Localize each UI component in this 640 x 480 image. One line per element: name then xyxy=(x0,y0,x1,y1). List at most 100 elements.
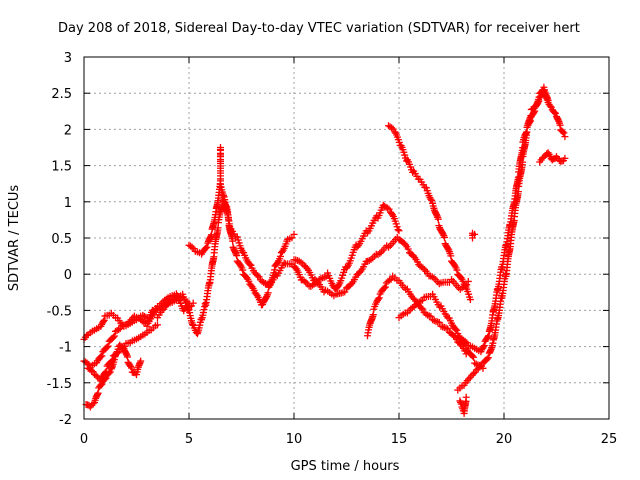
data-point xyxy=(544,96,552,104)
data-point xyxy=(417,304,425,312)
x-tick-label: 5 xyxy=(185,432,193,447)
data-point xyxy=(127,364,135,372)
data-point xyxy=(83,359,91,367)
data-point xyxy=(317,275,325,283)
data-point xyxy=(343,263,351,271)
data-point xyxy=(427,195,435,203)
data-point xyxy=(409,252,417,260)
x-tick-label: 10 xyxy=(286,432,303,447)
data-point xyxy=(434,215,442,223)
data-point xyxy=(436,224,444,232)
data-point xyxy=(277,252,284,260)
data-point xyxy=(469,352,476,360)
series-sat-k xyxy=(395,290,487,372)
x-tick-label: 0 xyxy=(80,432,88,447)
series-sat-h xyxy=(290,234,472,300)
data-point xyxy=(461,281,469,289)
data-point xyxy=(246,260,254,268)
data-point xyxy=(530,109,538,117)
data-point xyxy=(551,109,559,117)
data-point xyxy=(120,343,128,351)
data-point xyxy=(103,343,111,351)
data-points xyxy=(80,83,569,417)
y-tick-label: 1 xyxy=(64,196,72,211)
data-point xyxy=(444,325,452,333)
grid-lines xyxy=(84,57,609,419)
data-point xyxy=(113,350,121,358)
data-point xyxy=(561,154,569,162)
data-point xyxy=(98,352,106,360)
data-point xyxy=(202,244,210,252)
data-point xyxy=(263,292,271,300)
x-tick-label: 15 xyxy=(391,432,408,447)
data-point xyxy=(158,306,166,314)
y-tick-label: 2.5 xyxy=(51,87,72,102)
data-point xyxy=(435,318,443,326)
data-point xyxy=(439,230,447,238)
data-point xyxy=(526,117,534,125)
data-point xyxy=(260,279,268,287)
series-sat-n xyxy=(458,83,552,356)
data-point xyxy=(101,369,109,377)
data-point xyxy=(465,375,473,383)
data-point xyxy=(380,284,388,292)
data-point xyxy=(339,289,347,297)
chart-title: Day 208 of 2018, Sidereal Day-to-day VTE… xyxy=(58,21,580,36)
data-point xyxy=(264,289,272,297)
data-point xyxy=(254,272,262,280)
data-point xyxy=(456,397,464,405)
data-point xyxy=(239,266,247,274)
data-point xyxy=(424,311,432,319)
data-point xyxy=(119,344,127,352)
series-sat-f xyxy=(185,180,298,309)
x-tick-label: 25 xyxy=(601,432,618,447)
data-point xyxy=(188,243,196,251)
data-point xyxy=(461,337,469,345)
data-point xyxy=(243,274,251,282)
data-point xyxy=(154,321,161,329)
data-point xyxy=(203,243,211,251)
data-point xyxy=(471,359,479,367)
data-point xyxy=(419,305,427,313)
data-point xyxy=(477,362,485,370)
series-sat-g xyxy=(217,144,224,191)
data-point xyxy=(140,318,148,326)
data-point xyxy=(255,273,263,281)
data-point xyxy=(415,298,423,306)
series-sat-d xyxy=(84,321,161,385)
data-point xyxy=(383,204,391,212)
data-point xyxy=(479,343,487,351)
data-point xyxy=(274,258,282,266)
data-point xyxy=(524,121,532,129)
series-sat-p xyxy=(536,149,569,166)
series-sat-o xyxy=(469,229,479,242)
data-point xyxy=(404,245,412,253)
data-point xyxy=(417,297,425,305)
data-point xyxy=(107,358,115,366)
data-point xyxy=(381,283,389,291)
y-axis-label: SDTVAR / TECUs xyxy=(7,185,22,292)
data-point xyxy=(531,107,539,115)
data-point xyxy=(453,326,461,334)
data-point xyxy=(560,129,568,137)
data-point xyxy=(457,274,465,282)
data-point xyxy=(387,275,395,283)
data-point xyxy=(453,266,461,274)
data-point xyxy=(470,370,478,378)
data-point xyxy=(87,366,95,374)
x-tick-label: 20 xyxy=(496,432,513,447)
data-point xyxy=(108,357,116,365)
data-point xyxy=(544,149,552,157)
data-point xyxy=(447,252,455,260)
data-point xyxy=(292,265,300,273)
data-point xyxy=(229,237,237,245)
x-axis-label: GPS time / hours xyxy=(291,459,400,474)
series-sat-j xyxy=(385,122,474,304)
data-point xyxy=(526,118,534,126)
data-point xyxy=(115,326,123,334)
y-tick-label: 3 xyxy=(64,51,72,66)
data-point xyxy=(300,277,308,285)
data-point xyxy=(262,294,270,302)
data-point xyxy=(480,342,488,350)
